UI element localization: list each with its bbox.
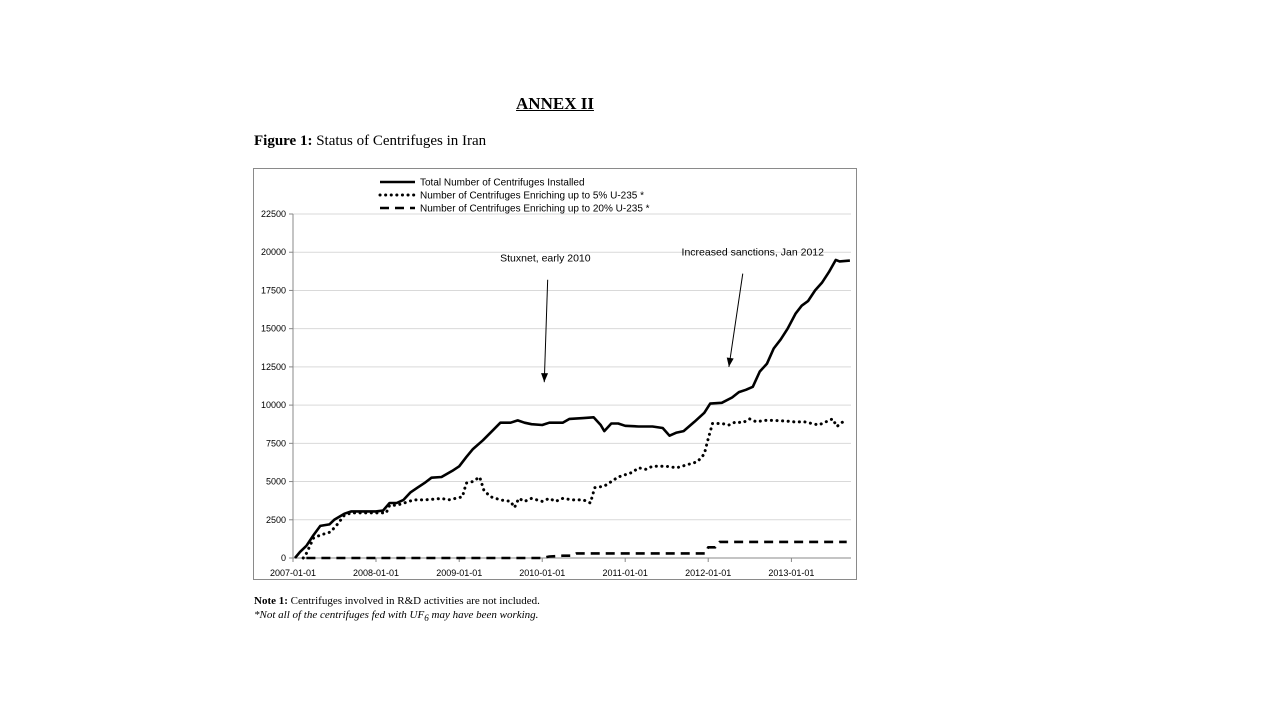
figure-title: Status of Centrifuges in Iran bbox=[316, 133, 487, 149]
x-tick-label: 2007-01-01 bbox=[270, 568, 316, 578]
note-1-label: Note 1: bbox=[254, 595, 288, 607]
y-tick-label: 20000 bbox=[261, 247, 286, 257]
y-tick-label: 2500 bbox=[266, 515, 286, 525]
x-tick-label: 2011-01-01 bbox=[603, 568, 648, 578]
figure-label: Figure 1: bbox=[254, 133, 313, 149]
y-tick-label: 15000 bbox=[261, 324, 286, 334]
x-tick-label: 2012-01-01 bbox=[685, 568, 731, 578]
annotation-arrowhead-2 bbox=[726, 357, 734, 367]
y-tick-label: 7500 bbox=[266, 438, 286, 448]
y-tick-label: 10000 bbox=[261, 400, 286, 410]
series-line-2 bbox=[301, 417, 845, 560]
annotation-arrow-1 bbox=[543, 279, 549, 383]
annotation-label-1: Stuxnet, early 2010 bbox=[500, 252, 591, 264]
legend-label-2: Number of Centrifuges Enriching up to 5%… bbox=[420, 191, 644, 202]
y-tick-label: 17500 bbox=[261, 285, 286, 295]
x-tick-label: 2010-01-01 bbox=[519, 568, 565, 578]
y-tick-label: 0 bbox=[281, 553, 286, 563]
series-line-1 bbox=[293, 258, 851, 559]
annex-heading: ANNEX II bbox=[516, 94, 594, 113]
figure-caption: Figure 1: Status of Centrifuges in Iran bbox=[254, 133, 486, 150]
x-tick-label: 2008-01-01 bbox=[353, 568, 399, 578]
annotation-label-2: Increased sanctions, Jan 2012 bbox=[682, 246, 825, 258]
legend-label-3: Number of Centrifuges Enriching up to 20… bbox=[420, 204, 650, 215]
note-1-text: Centrifuges involved in R&D activities a… bbox=[290, 595, 540, 607]
y-tick-label: 5000 bbox=[266, 477, 286, 487]
footnote: *Not all of the centrifuges fed with UF6… bbox=[254, 608, 540, 625]
footnote-text-b: may have been working. bbox=[431, 609, 539, 621]
footnote-subscript: 6 bbox=[424, 613, 429, 624]
legend-label-1: Total Number of Centrifuges Installed bbox=[420, 178, 585, 189]
x-tick-label: 2013-01-01 bbox=[768, 568, 814, 578]
series-line-3 bbox=[306, 540, 847, 560]
x-tick-label: 2009-01-01 bbox=[436, 568, 482, 578]
note-1: Note 1: Centrifuges involved in R&D acti… bbox=[254, 594, 540, 608]
annotation-arrowhead-1 bbox=[541, 373, 549, 383]
y-tick-label: 22500 bbox=[261, 209, 286, 219]
y-tick-label: 12500 bbox=[261, 362, 286, 372]
notes: Note 1: Centrifuges involved in R&D acti… bbox=[254, 594, 540, 625]
centrifuge-chart: 0 2500 5000 7500 10000 12500 15000 17500 20000 22… bbox=[261, 178, 851, 578]
footnote-text-a: *Not all of the centrifuges fed with UF bbox=[254, 609, 425, 621]
annotation-arrow-2 bbox=[728, 273, 744, 367]
chart-frame: 0 2500 5000 7500 10000 12500 15000 17500 20000 22… bbox=[253, 168, 857, 580]
